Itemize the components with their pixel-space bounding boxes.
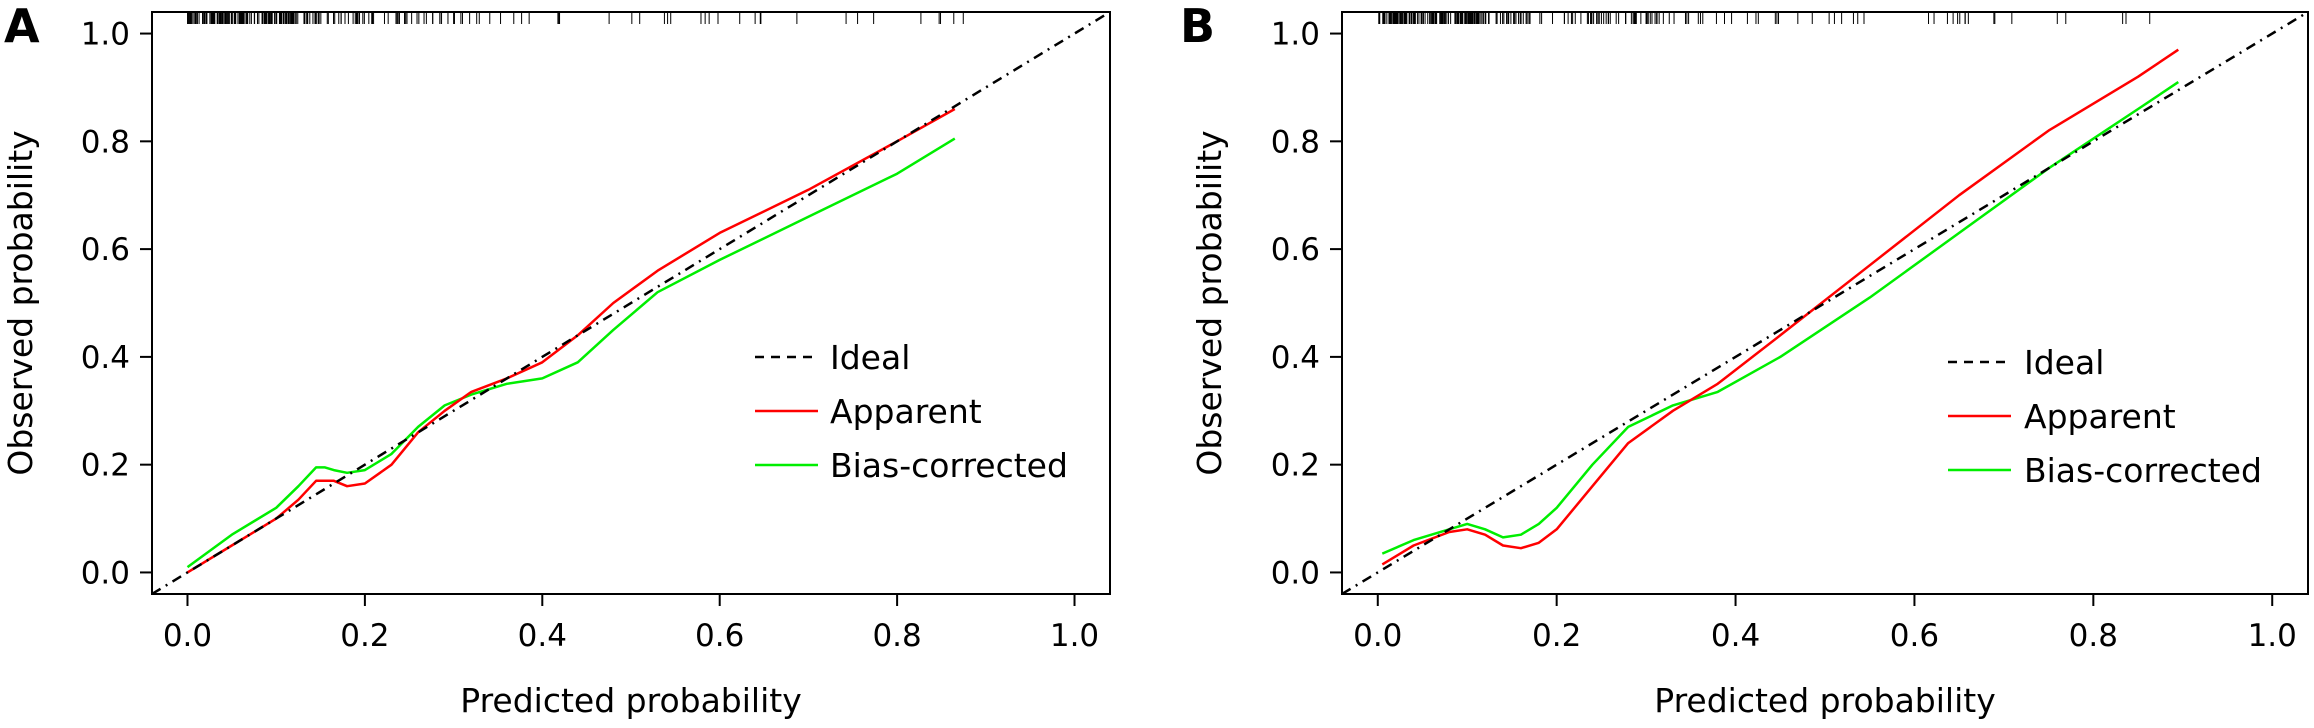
plot-frame	[151, 11, 1111, 595]
series-line-bias-corrected	[1381, 81, 2179, 555]
y-tick-label: 1.0	[81, 17, 130, 53]
legend-label-apparent: Apparent	[2024, 397, 2176, 436]
y-axis: 0.0 0.2 0.4 0.6 0.8 1.0	[1271, 17, 1342, 591]
y-tick-label: 0.2	[1271, 448, 1320, 484]
legend-label-ideal: Ideal	[830, 338, 910, 377]
series-line-apparent	[186, 107, 956, 574]
y-axis-label: Observed probability	[1190, 130, 1229, 475]
legend: Ideal Apparent Bias-corrected	[755, 338, 1068, 485]
y-tick-label: 1.0	[1271, 17, 1320, 53]
x-tick-label: 0.4	[1711, 618, 1760, 654]
series-line-ideal	[152, 12, 1110, 594]
x-axis: 0.0 0.2 0.4 0.6 0.8 1.0	[163, 594, 1099, 654]
y-axis-label: Observed probability	[1, 130, 40, 475]
y-tick-label: 0.0	[81, 555, 130, 591]
x-tick-label: 0.6	[695, 618, 744, 654]
y-tick-label: 0.4	[1271, 340, 1320, 376]
x-tick-label: 1.0	[1050, 618, 1099, 654]
y-axis: 0.0 0.2 0.4 0.6 0.8 1.0	[81, 17, 152, 591]
y-tick-label: 0.0	[1271, 555, 1320, 591]
x-tick-label: 1.0	[2248, 618, 2297, 654]
calibration-panel-a: A 0.0 0.2 0.4 0.6 0.8 1.0 0.00.20.40.60.81.0 …	[1, 0, 1111, 720]
rug-ticks	[187, 12, 964, 24]
panel-label: A	[4, 0, 40, 53]
legend-label-bias-corrected: Bias-corrected	[2024, 451, 2262, 490]
series-line-bias-corrected	[186, 137, 956, 569]
x-tick-label: 0.2	[1532, 618, 1581, 654]
series-line-apparent	[1381, 48, 2179, 566]
x-axis-label: Predicted probability	[1654, 681, 1995, 720]
y-tick-label: 0.4	[81, 340, 130, 376]
x-axis: 0.0 0.2 0.4 0.6 0.8 1.0	[1353, 594, 2297, 654]
x-tick-label: 0.4	[518, 618, 567, 654]
legend-label-ideal: Ideal	[2024, 343, 2104, 382]
rug-ticks	[1378, 12, 2151, 24]
x-tick-label: 0.8	[2069, 618, 2118, 654]
plot-frame	[1341, 11, 2309, 595]
x-tick-label: 0.0	[1353, 618, 1402, 654]
series-layer	[1342, 12, 2308, 594]
x-tick-label: 0.6	[1890, 618, 1939, 654]
y-tick-label: 0.8	[1271, 124, 1320, 160]
x-tick-label: 0.8	[872, 618, 921, 654]
legend-label-apparent: Apparent	[830, 392, 982, 431]
x-tick-label: 0.0	[163, 618, 212, 654]
panel-label: B	[1180, 0, 1215, 53]
series-layer	[152, 12, 1110, 594]
x-axis-label: Predicted probability	[460, 681, 801, 720]
y-tick-label: 0.8	[81, 124, 130, 160]
x-tick-label: 0.2	[340, 618, 389, 654]
series-line-ideal	[1342, 12, 2308, 594]
y-tick-label: 0.2	[81, 448, 130, 484]
legend: Ideal Apparent Bias-corrected	[1948, 343, 2262, 490]
calibration-panel-b: B 0.0 0.2 0.4 0.6 0.8 1.0 0.00.20.40.60.81.0 …	[1180, 0, 2309, 720]
y-tick-label: 0.6	[81, 232, 130, 268]
legend-label-bias-corrected: Bias-corrected	[830, 446, 1068, 485]
y-tick-label: 0.6	[1271, 232, 1320, 268]
